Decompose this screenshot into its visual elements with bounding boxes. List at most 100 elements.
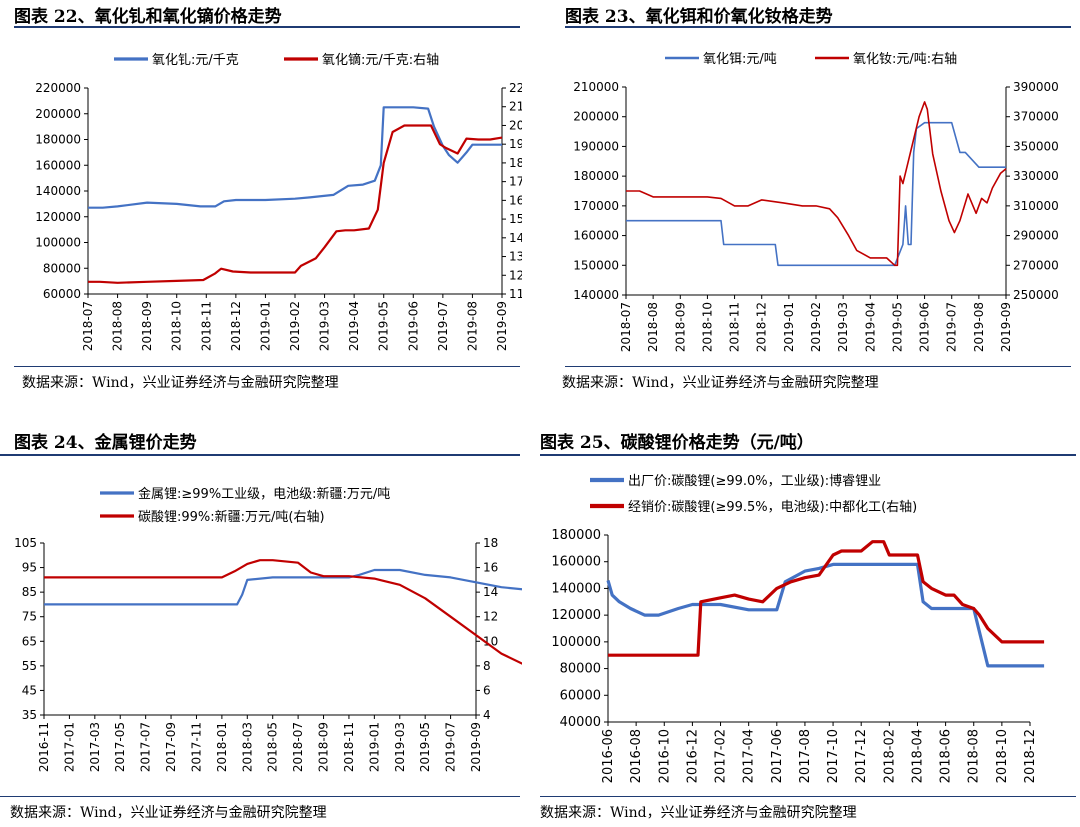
y-tick-label: 120000 bbox=[35, 210, 81, 224]
legend-label-1: 金属锂:≥99%工业级，电池级:新疆:万元/吨 bbox=[138, 486, 390, 502]
chart24-footer-rule bbox=[0, 796, 520, 797]
y-tick-label: 80000 bbox=[43, 261, 81, 275]
chart24-title: 图表 24、金属锂价走势 bbox=[14, 433, 197, 453]
chart23-title: 图表 23、氧化铒和价氧化钕格走势 bbox=[565, 7, 833, 27]
y-tick-label: 75 bbox=[22, 610, 37, 624]
x-tick-label: 2018-12 bbox=[755, 302, 769, 352]
y-tick-label: 160000 bbox=[551, 555, 601, 570]
chart25-footer-rule bbox=[540, 796, 1076, 797]
x-tick-label: 2017-12 bbox=[854, 729, 869, 783]
chart23-source: 数据来源：Wind，兴业证券经济与金融研究院整理 bbox=[562, 375, 879, 391]
y-tick-label: 120000 bbox=[551, 608, 601, 623]
legend-label-1: 氧化铒:元/吨 bbox=[703, 52, 777, 67]
x-tick-label: 2018-11 bbox=[199, 301, 213, 351]
x-tick-label: 2018-08 bbox=[111, 301, 125, 351]
y2-tick-label: 1200 bbox=[509, 268, 522, 282]
y2-tick-label: 2000 bbox=[509, 118, 522, 132]
x-tick-label: 2019-08 bbox=[972, 302, 986, 352]
chart23-svg: 210000 200000 190000 180000 170000 160000 1500… bbox=[573, 51, 1059, 352]
x-tick-label: 2016-11 bbox=[37, 722, 51, 772]
y2-tick-label: 1900 bbox=[509, 137, 522, 151]
y2-tick-label: 16 bbox=[483, 561, 498, 575]
x-tick-label: 2016-06 bbox=[601, 729, 616, 783]
y2-tick-label: 14 bbox=[483, 585, 498, 599]
x-tick-label: 2018-03 bbox=[240, 722, 254, 772]
x-tick-label: 2017-06 bbox=[770, 729, 785, 783]
x-tick-label: 2018-11 bbox=[728, 302, 742, 352]
x-tick-label: 2019-09 bbox=[495, 301, 509, 351]
y-tick-label: 180000 bbox=[573, 169, 619, 183]
chart25-source: 数据来源：Wind，兴业证券经济与金融研究院整理 bbox=[540, 805, 857, 821]
y2-tick-label: 6 bbox=[483, 683, 491, 697]
y-tick-label: 80000 bbox=[560, 662, 601, 677]
y2-tick-label: 1100 bbox=[509, 287, 522, 301]
chart24-svg: 105 95 85 75 65 55 45 35 18 16 14 12 10 8 6 4 2016-11 201… bbox=[14, 486, 522, 772]
series-line-2 bbox=[44, 559, 522, 665]
y2-tick-label: 1400 bbox=[509, 231, 522, 245]
y2-tick-label: 1800 bbox=[509, 156, 522, 170]
y-tick-label: 140000 bbox=[35, 184, 81, 198]
x-tick-label: 2017-05 bbox=[113, 722, 127, 772]
x-tick-label: 2019-02 bbox=[809, 302, 823, 352]
chart24-title-rule bbox=[0, 454, 520, 456]
x-tick-label: 2018-09 bbox=[317, 722, 331, 772]
y-tick-label: 150000 bbox=[573, 258, 619, 272]
y2-tick-label: 250000 bbox=[1013, 288, 1059, 302]
x-tick-label: 2018-09 bbox=[673, 302, 687, 352]
x-tick-label: 2018-05 bbox=[266, 722, 280, 772]
legend-label-2: 氧化镝:元/千克:右轴 bbox=[322, 52, 439, 68]
y-tick-label: 180000 bbox=[35, 133, 81, 147]
y-tick-label: 55 bbox=[22, 659, 37, 673]
x-tick-label: 2017-09 bbox=[164, 722, 178, 772]
y2-tick-label: 2200 bbox=[509, 81, 522, 95]
y-tick-label: 40000 bbox=[560, 715, 601, 730]
x-tick-label: 2017-02 bbox=[714, 729, 729, 783]
x-tick-label: 2018-07 bbox=[619, 302, 633, 352]
y2-tick-label: 18 bbox=[483, 536, 498, 550]
y-tick-label: 95 bbox=[22, 561, 37, 575]
y-tick-label: 160000 bbox=[35, 158, 81, 172]
x-tick-label: 2019-01 bbox=[258, 301, 272, 351]
chart23-footer-rule bbox=[565, 366, 1071, 367]
y2-tick-label: 4 bbox=[483, 708, 491, 722]
x-tick-label: 2018-07 bbox=[81, 301, 95, 351]
y-tick-label: 85 bbox=[22, 585, 37, 599]
series-line-2 bbox=[88, 124, 503, 284]
x-tick-label: 2018-09 bbox=[140, 301, 154, 351]
x-tick-label: 2017-11 bbox=[189, 722, 203, 772]
legend-label-1: 出厂价:碳酸锂(≥99.0%，工业级):博睿锂业 bbox=[628, 474, 881, 489]
y2-tick-label: 1700 bbox=[509, 175, 522, 189]
y2-tick-label: 270000 bbox=[1013, 258, 1059, 272]
x-tick-label: 2019-04 bbox=[347, 301, 361, 351]
x-tick-label: 2018-08 bbox=[967, 729, 982, 783]
y2-tick-label: 350000 bbox=[1013, 139, 1059, 153]
x-tick-label: 2019-08 bbox=[465, 301, 479, 351]
y2-tick-label: 310000 bbox=[1013, 199, 1059, 213]
chart22-source: 数据来源：Wind，兴业证券经济与金融研究院整理 bbox=[22, 375, 339, 391]
y2-tick-label: 1600 bbox=[509, 193, 522, 207]
x-tick-label: 2019-04 bbox=[863, 302, 877, 352]
x-tick-label: 2019-05 bbox=[890, 302, 904, 352]
chart22-title: 图表 22、氧化钆和氧化镝价格走势 bbox=[14, 7, 282, 27]
series-line-2 bbox=[608, 540, 1045, 657]
x-tick-label: 2018-10 bbox=[700, 302, 714, 352]
x-tick-label: 2019-03 bbox=[393, 722, 407, 772]
x-tick-label: 2019-07 bbox=[945, 302, 959, 352]
y-tick-label: 35 bbox=[22, 708, 37, 722]
y2-tick-label: 290000 bbox=[1013, 229, 1059, 243]
x-tick-label: 2019-06 bbox=[406, 301, 420, 351]
y-tick-label: 45 bbox=[22, 683, 37, 697]
y2-tick-label: 370000 bbox=[1013, 110, 1059, 124]
x-tick-label: 2018-12 bbox=[1023, 729, 1038, 783]
y-tick-label: 140000 bbox=[551, 581, 601, 596]
x-tick-label: 2018-01 bbox=[215, 722, 229, 772]
x-tick-label: 2019-07 bbox=[444, 722, 458, 772]
y-tick-label: 160000 bbox=[573, 229, 619, 243]
series-line-1 bbox=[44, 568, 522, 606]
x-tick-label: 2018-10 bbox=[170, 301, 184, 351]
chart25-title-rule bbox=[540, 454, 1076, 456]
chart22-title-rule bbox=[14, 26, 520, 28]
y2-tick-label: 1500 bbox=[509, 212, 522, 226]
y2-tick-label: 12 bbox=[483, 610, 498, 624]
x-tick-label: 2016-12 bbox=[685, 729, 700, 783]
